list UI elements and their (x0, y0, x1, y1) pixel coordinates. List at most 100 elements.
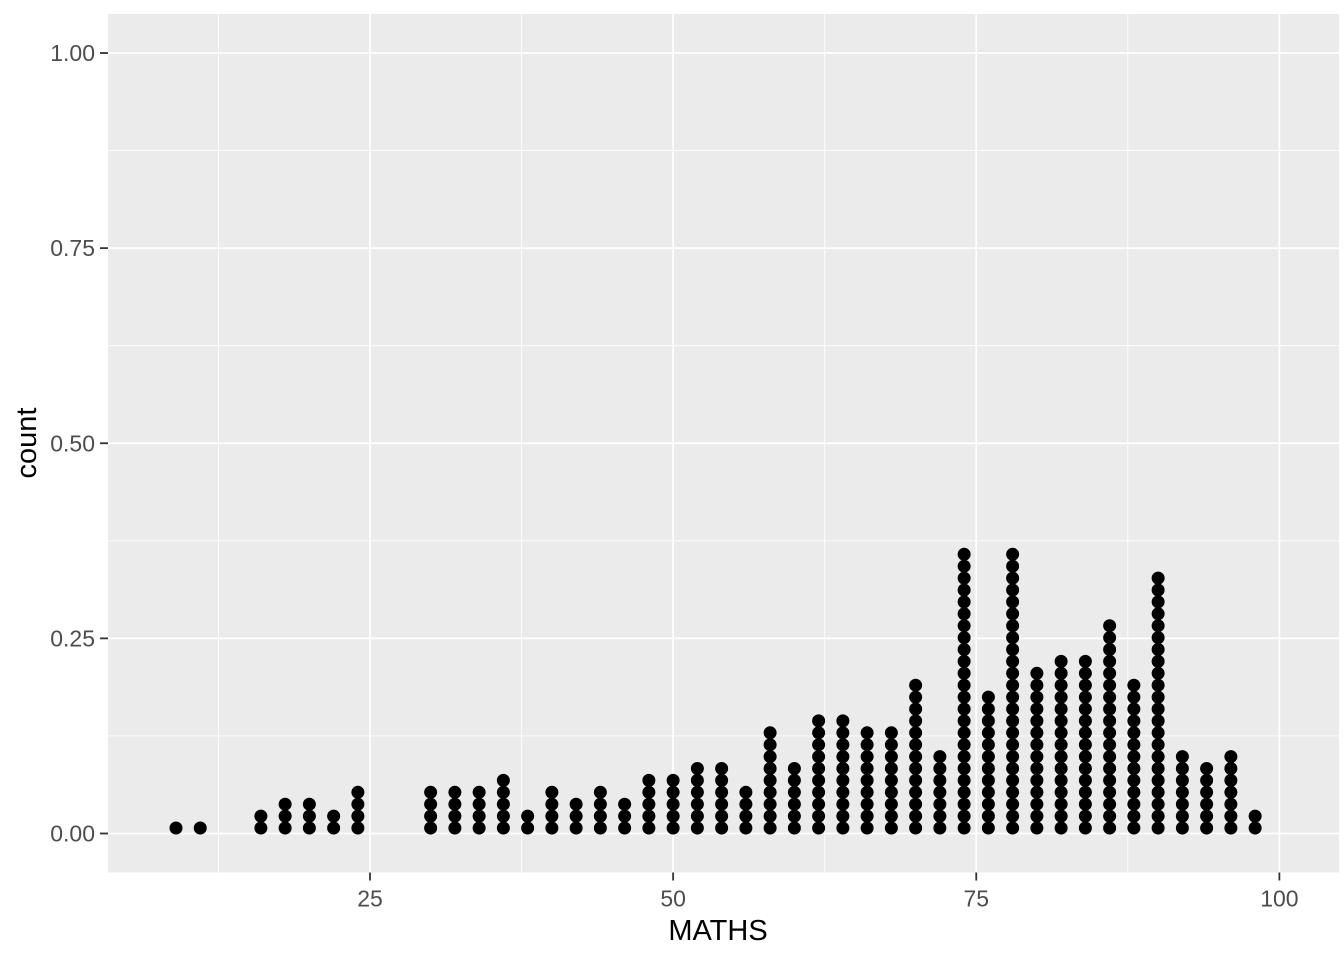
dot (1151, 785, 1165, 799)
dot (327, 821, 341, 835)
dot (351, 785, 365, 799)
dot (1200, 797, 1214, 811)
dot (1103, 690, 1117, 704)
dot (1030, 678, 1044, 692)
dot (957, 654, 971, 668)
dot (545, 797, 559, 811)
dot (1103, 750, 1117, 764)
dot (909, 773, 923, 787)
dot (1078, 762, 1092, 775)
dot (1103, 738, 1117, 752)
dot (1151, 809, 1165, 823)
dot (642, 785, 656, 799)
dot-stack (193, 821, 207, 835)
dot-stack (1175, 750, 1189, 835)
dot (957, 559, 971, 573)
dot (836, 773, 850, 787)
dot (690, 773, 704, 787)
dot (884, 785, 898, 799)
dot (496, 797, 510, 811)
dot (1006, 762, 1020, 775)
dot (836, 785, 850, 799)
dot (1006, 750, 1020, 764)
dot (1175, 785, 1189, 799)
dot (1151, 607, 1165, 621)
y-axis-tick-label: 0.00 (50, 821, 95, 847)
dot (836, 762, 850, 775)
dot (933, 809, 947, 823)
dot (1006, 643, 1020, 656)
dot (715, 821, 729, 835)
dot (715, 809, 729, 823)
dot (787, 821, 801, 835)
dot (1054, 773, 1068, 787)
dot (618, 809, 632, 823)
dot (1054, 726, 1068, 740)
dot (812, 809, 826, 823)
dot (957, 678, 971, 692)
dot-stack (642, 773, 656, 835)
dot-stack (424, 785, 438, 835)
dot (327, 809, 341, 823)
dot (1151, 714, 1165, 728)
dot (1248, 809, 1262, 823)
dot (593, 797, 607, 811)
dot (1030, 702, 1044, 716)
dot (860, 738, 874, 752)
dot-stack (1127, 678, 1141, 835)
dot (618, 797, 632, 811)
dot (302, 797, 316, 811)
dot-stack (327, 809, 341, 835)
dot (169, 821, 183, 835)
axis-tick-labels: 25 50 75 100 0.00 0.25 0.50 0.75 1.00 (50, 40, 1298, 912)
dot (812, 738, 826, 752)
y-axis-tick-label: 1.00 (50, 40, 95, 66)
dot (957, 797, 971, 811)
dot (1054, 738, 1068, 752)
dot (1127, 762, 1141, 775)
dot (1030, 726, 1044, 740)
dot (1151, 726, 1165, 740)
dot (545, 821, 559, 835)
dot-stack (569, 797, 583, 835)
dot (1151, 702, 1165, 716)
dot (666, 797, 680, 811)
dot (715, 797, 729, 811)
dot (618, 821, 632, 835)
dot (836, 809, 850, 823)
dot (1151, 797, 1165, 811)
dot (424, 785, 438, 799)
dot (1103, 773, 1117, 787)
dot (1078, 726, 1092, 740)
dot-stack (836, 714, 850, 835)
dot (642, 797, 656, 811)
dot-stack (496, 773, 510, 835)
dot (836, 821, 850, 835)
dot (1103, 797, 1117, 811)
dot (884, 809, 898, 823)
dot (787, 809, 801, 823)
dot (763, 797, 777, 811)
dot (448, 809, 462, 823)
dot (1006, 595, 1020, 609)
dot (472, 785, 486, 799)
dot (787, 773, 801, 787)
dot (1030, 821, 1044, 835)
dot-stack (1006, 547, 1020, 835)
dot (1151, 583, 1165, 597)
dot (909, 726, 923, 740)
dot (981, 773, 995, 787)
dot (836, 738, 850, 752)
dot (1078, 785, 1092, 799)
dot (1030, 785, 1044, 799)
grid-major-lines (108, 14, 1339, 873)
dot (715, 762, 729, 775)
dot (1078, 750, 1092, 764)
dot (1030, 773, 1044, 787)
dot (860, 750, 874, 764)
dot-stack (884, 726, 898, 835)
dot (1151, 750, 1165, 764)
dot-stack (1103, 619, 1117, 835)
dot (860, 726, 874, 740)
dot-stack (521, 809, 535, 835)
